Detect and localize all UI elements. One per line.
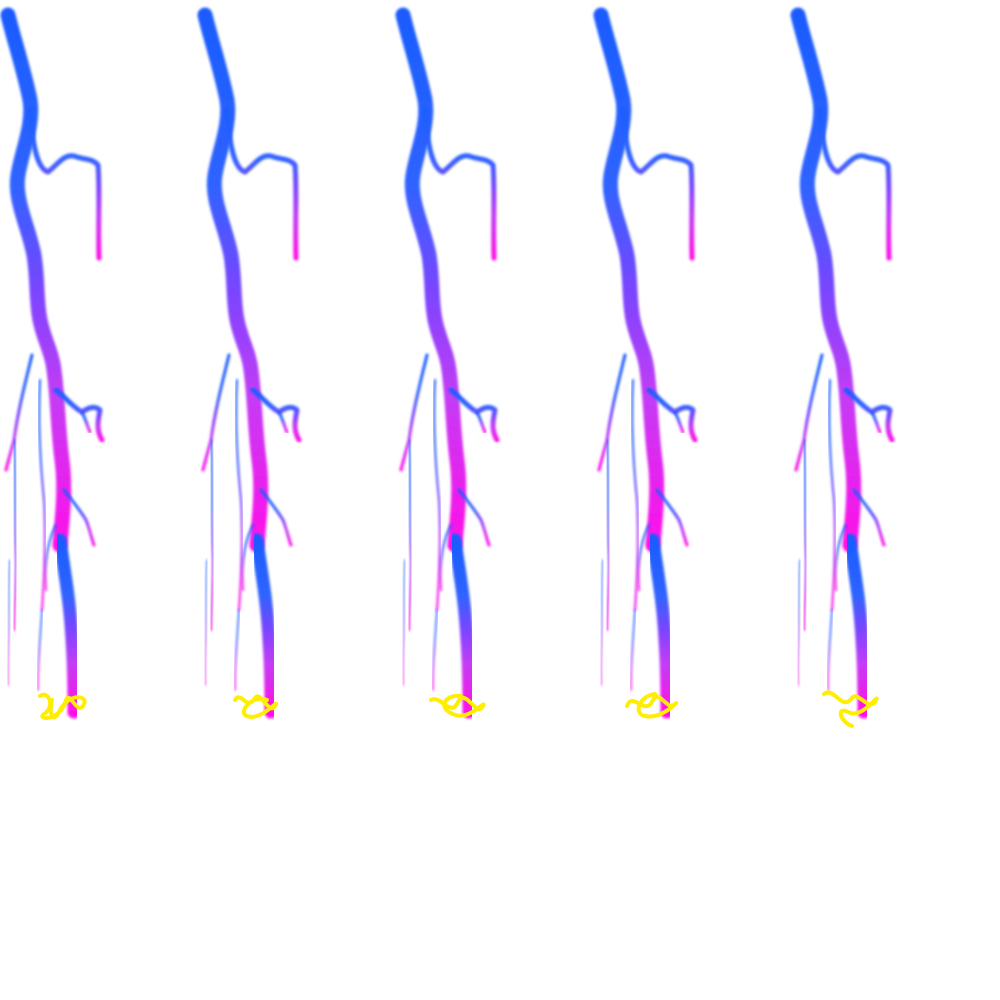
- vessel-panel-5: [790, 7, 895, 728]
- vessel-segment: [250, 387, 302, 443]
- vessel-segment: [53, 533, 81, 719]
- vessel-segment: [620, 107, 695, 261]
- vessel-segment: [448, 533, 476, 719]
- vessel-segment: [673, 410, 685, 434]
- vessel-segment: [13, 439, 17, 631]
- vessel-segment: [0, 7, 72, 553]
- vessel-segment: [593, 7, 665, 553]
- yellow-marker-scribble: [625, 692, 679, 719]
- vessel-segment: [197, 7, 269, 553]
- vessel-segment: [38, 379, 46, 611]
- vessel-segment: [37, 609, 43, 691]
- vessel-segment: [817, 107, 892, 261]
- vessel-segment: [828, 379, 836, 611]
- vessel-segment: [259, 488, 293, 547]
- vessel-segment: [790, 7, 862, 553]
- vessel-segment: [600, 559, 604, 686]
- vessel-segment: [797, 559, 801, 686]
- vessel-segment: [402, 559, 406, 686]
- vessel-segment: [241, 524, 254, 591]
- yellow-marker-scribble: [822, 690, 879, 728]
- yellow-marker-scribble: [429, 693, 486, 718]
- vessel-segment: [62, 488, 96, 547]
- vessel-segment: [432, 609, 438, 691]
- vessel-segment: [7, 559, 11, 686]
- yellow-marker-scribble: [38, 692, 87, 720]
- vessel-segment: [201, 353, 231, 472]
- vessel-segment: [224, 107, 299, 261]
- vessel-panel-3: [395, 7, 500, 719]
- vessel-segment: [234, 609, 240, 691]
- vessel-segment: [794, 353, 824, 472]
- vessel-segment: [843, 533, 871, 719]
- vessel-segment: [852, 488, 886, 547]
- vessel-segment: [646, 387, 698, 443]
- vessel-segment: [53, 387, 105, 443]
- vessel-segment: [827, 609, 833, 691]
- vessel-segment: [399, 353, 429, 472]
- vessel-segment: [235, 379, 243, 611]
- vessel-segment: [597, 353, 627, 472]
- vessel-segment: [44, 524, 57, 591]
- vessel-segment: [630, 609, 636, 691]
- vessel-segment: [210, 439, 214, 631]
- vessel-segment: [646, 533, 674, 719]
- vessel-segment: [395, 7, 467, 553]
- vessel-segment: [27, 107, 102, 261]
- vessel-panel-2: [197, 7, 302, 719]
- vessel-segment: [870, 410, 882, 434]
- vessel-segment: [4, 353, 34, 472]
- vessel-panel-4: [593, 7, 698, 719]
- vessel-segment: [843, 387, 895, 443]
- vessel-segment: [448, 387, 500, 443]
- vessel-segment: [655, 488, 689, 547]
- vessel-segment: [204, 559, 208, 686]
- vessel-segment: [250, 533, 278, 719]
- vessel-segment: [408, 439, 412, 631]
- vessel-segment: [433, 379, 441, 611]
- vessel-segment: [277, 410, 289, 434]
- vessel-segment: [834, 524, 847, 591]
- vessel-segment: [439, 524, 452, 591]
- vessel-segment: [475, 410, 487, 434]
- vessel-panel-1: [0, 7, 105, 720]
- vessel-segment: [637, 524, 650, 591]
- vessel-segment: [457, 488, 491, 547]
- vessel-segment: [803, 439, 807, 631]
- vessel-segment: [606, 439, 610, 631]
- vessel-segment: [80, 410, 92, 434]
- yellow-marker-scribble: [233, 694, 279, 719]
- vessel-segment: [631, 379, 639, 611]
- vessel-segment: [422, 107, 497, 261]
